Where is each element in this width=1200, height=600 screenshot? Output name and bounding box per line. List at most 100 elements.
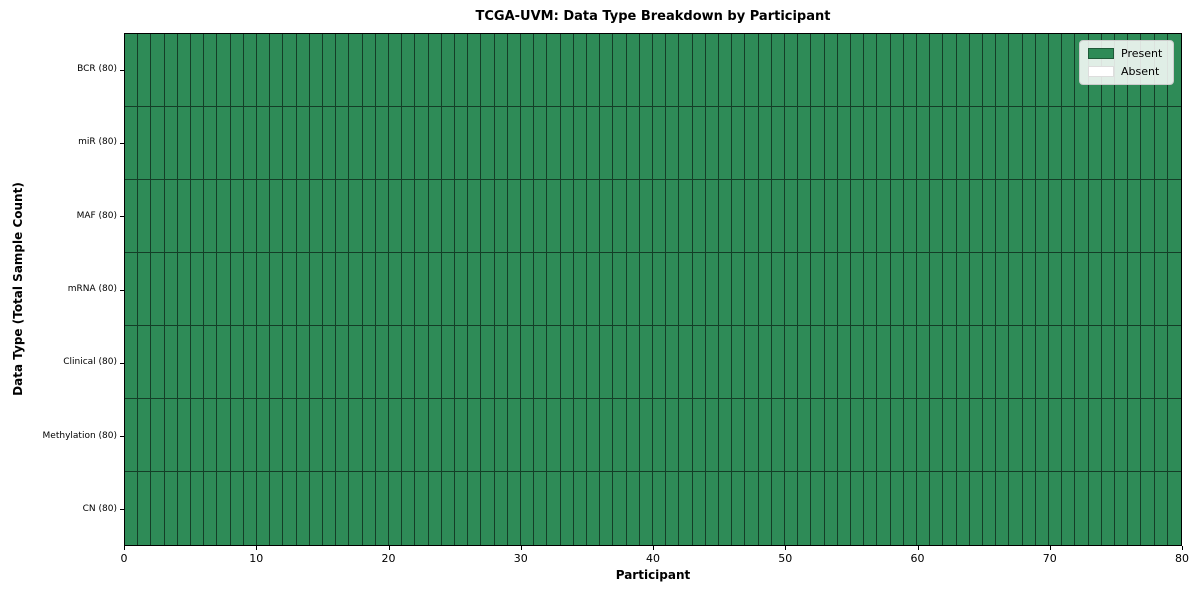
heatmap-cell <box>864 107 878 180</box>
heatmap-cell <box>864 326 878 399</box>
heatmap-cell <box>454 107 469 180</box>
heatmap-cell <box>982 180 997 253</box>
heatmap-cell <box>230 253 244 326</box>
heatmap-cell <box>270 34 284 107</box>
heatmap-cell <box>679 180 693 253</box>
heatmap-cell <box>903 107 917 180</box>
heatmap-cell <box>520 399 535 472</box>
y-tick-mark <box>120 70 124 71</box>
heatmap-cell <box>547 399 561 472</box>
heatmap-cell <box>864 180 878 253</box>
y-tick-label: CN (80) <box>82 503 117 514</box>
heatmap-cell <box>732 472 746 545</box>
heatmap-cell <box>903 399 917 472</box>
legend-item-absent: Absent <box>1088 65 1165 78</box>
heatmap-cell <box>850 326 865 399</box>
heatmap-cell <box>190 180 205 253</box>
heatmap-cell <box>771 472 785 545</box>
heatmap-cell <box>600 180 614 253</box>
heatmap-cell <box>930 253 944 326</box>
heatmap-cell <box>1141 107 1155 180</box>
heatmap-cell <box>520 107 535 180</box>
x-tick-mark <box>389 546 390 550</box>
y-tick-mark <box>120 509 124 510</box>
heatmap-cell <box>138 326 152 399</box>
y-tick-label: Clinical (80) <box>63 357 117 368</box>
heatmap-cell <box>1062 472 1076 545</box>
heatmap-cell <box>705 34 719 107</box>
heatmap-cell <box>956 107 970 180</box>
heatmap-cell <box>666 472 680 545</box>
heatmap-cell <box>956 34 970 107</box>
heatmap-cell <box>1009 326 1023 399</box>
heatmap-cell <box>138 253 152 326</box>
heatmap-cell <box>600 472 614 545</box>
heatmap-cell <box>864 399 878 472</box>
heatmap-cell <box>322 399 337 472</box>
heatmap-cell <box>428 472 442 545</box>
y-tick-mark <box>120 363 124 364</box>
heatmap-cell <box>138 399 152 472</box>
heatmap-cell <box>217 399 231 472</box>
heatmap-cell <box>943 180 957 253</box>
x-tick-mark <box>653 546 654 550</box>
heatmap-cell <box>586 180 601 253</box>
heatmap-cell <box>177 253 191 326</box>
heatmap-cell <box>243 107 257 180</box>
heatmap-cell <box>1088 326 1102 399</box>
heatmap-cell <box>375 399 389 472</box>
heatmap-cell <box>600 399 614 472</box>
heatmap-cell <box>850 180 865 253</box>
heatmap-cell <box>322 253 337 326</box>
heatmap-cell <box>652 180 667 253</box>
heatmap-cell <box>494 180 508 253</box>
heatmap-cell <box>613 399 627 472</box>
heatmap-cell <box>877 326 891 399</box>
heatmap-cell <box>837 253 851 326</box>
heatmap-cell <box>547 472 561 545</box>
heatmap-cell <box>283 399 297 472</box>
heatmap-cell <box>204 472 218 545</box>
heatmap-cell <box>1075 107 1089 180</box>
heatmap-cell <box>547 253 561 326</box>
x-axis-label: Participant <box>615 568 691 582</box>
heatmap-cell <box>903 180 917 253</box>
heatmap-cell <box>718 326 733 399</box>
heatmap-cell <box>837 399 851 472</box>
heatmap-cell <box>1088 399 1102 472</box>
heatmap-cell <box>1022 34 1036 107</box>
heatmap-cell <box>930 399 944 472</box>
heatmap-cell <box>336 399 350 472</box>
heatmap-cell <box>1022 253 1036 326</box>
heatmap-cell <box>890 253 904 326</box>
heatmap-cell <box>494 107 508 180</box>
heatmap-cell <box>1075 399 1089 472</box>
heatmap-cell <box>125 472 139 545</box>
heatmap-cell <box>164 107 178 180</box>
heatmap-cell <box>560 253 574 326</box>
heatmap-cell <box>283 34 297 107</box>
heatmap-cell <box>1009 180 1023 253</box>
heatmap-cell <box>745 107 759 180</box>
heatmap-cell <box>547 180 561 253</box>
heatmap-cell <box>388 107 403 180</box>
heatmap-cell <box>824 399 838 472</box>
heatmap-cell <box>230 399 244 472</box>
heatmap-cell <box>705 472 719 545</box>
heatmap-cell <box>177 472 191 545</box>
heatmap-cell <box>771 180 785 253</box>
heatmap-cell <box>916 107 931 180</box>
heatmap-cell <box>1154 326 1168 399</box>
heatmap-cell <box>217 326 231 399</box>
heatmap-cell <box>190 253 205 326</box>
heatmap-cell <box>903 34 917 107</box>
heatmap-cell <box>732 326 746 399</box>
heatmap-cell <box>916 34 931 107</box>
heatmap-cell <box>1009 472 1023 545</box>
heatmap-cell <box>296 107 310 180</box>
heatmap-cell <box>402 253 416 326</box>
heatmap-cell <box>705 107 719 180</box>
legend-label-present: Present <box>1121 47 1163 60</box>
heatmap-cell <box>692 472 706 545</box>
heatmap-cell <box>204 253 218 326</box>
